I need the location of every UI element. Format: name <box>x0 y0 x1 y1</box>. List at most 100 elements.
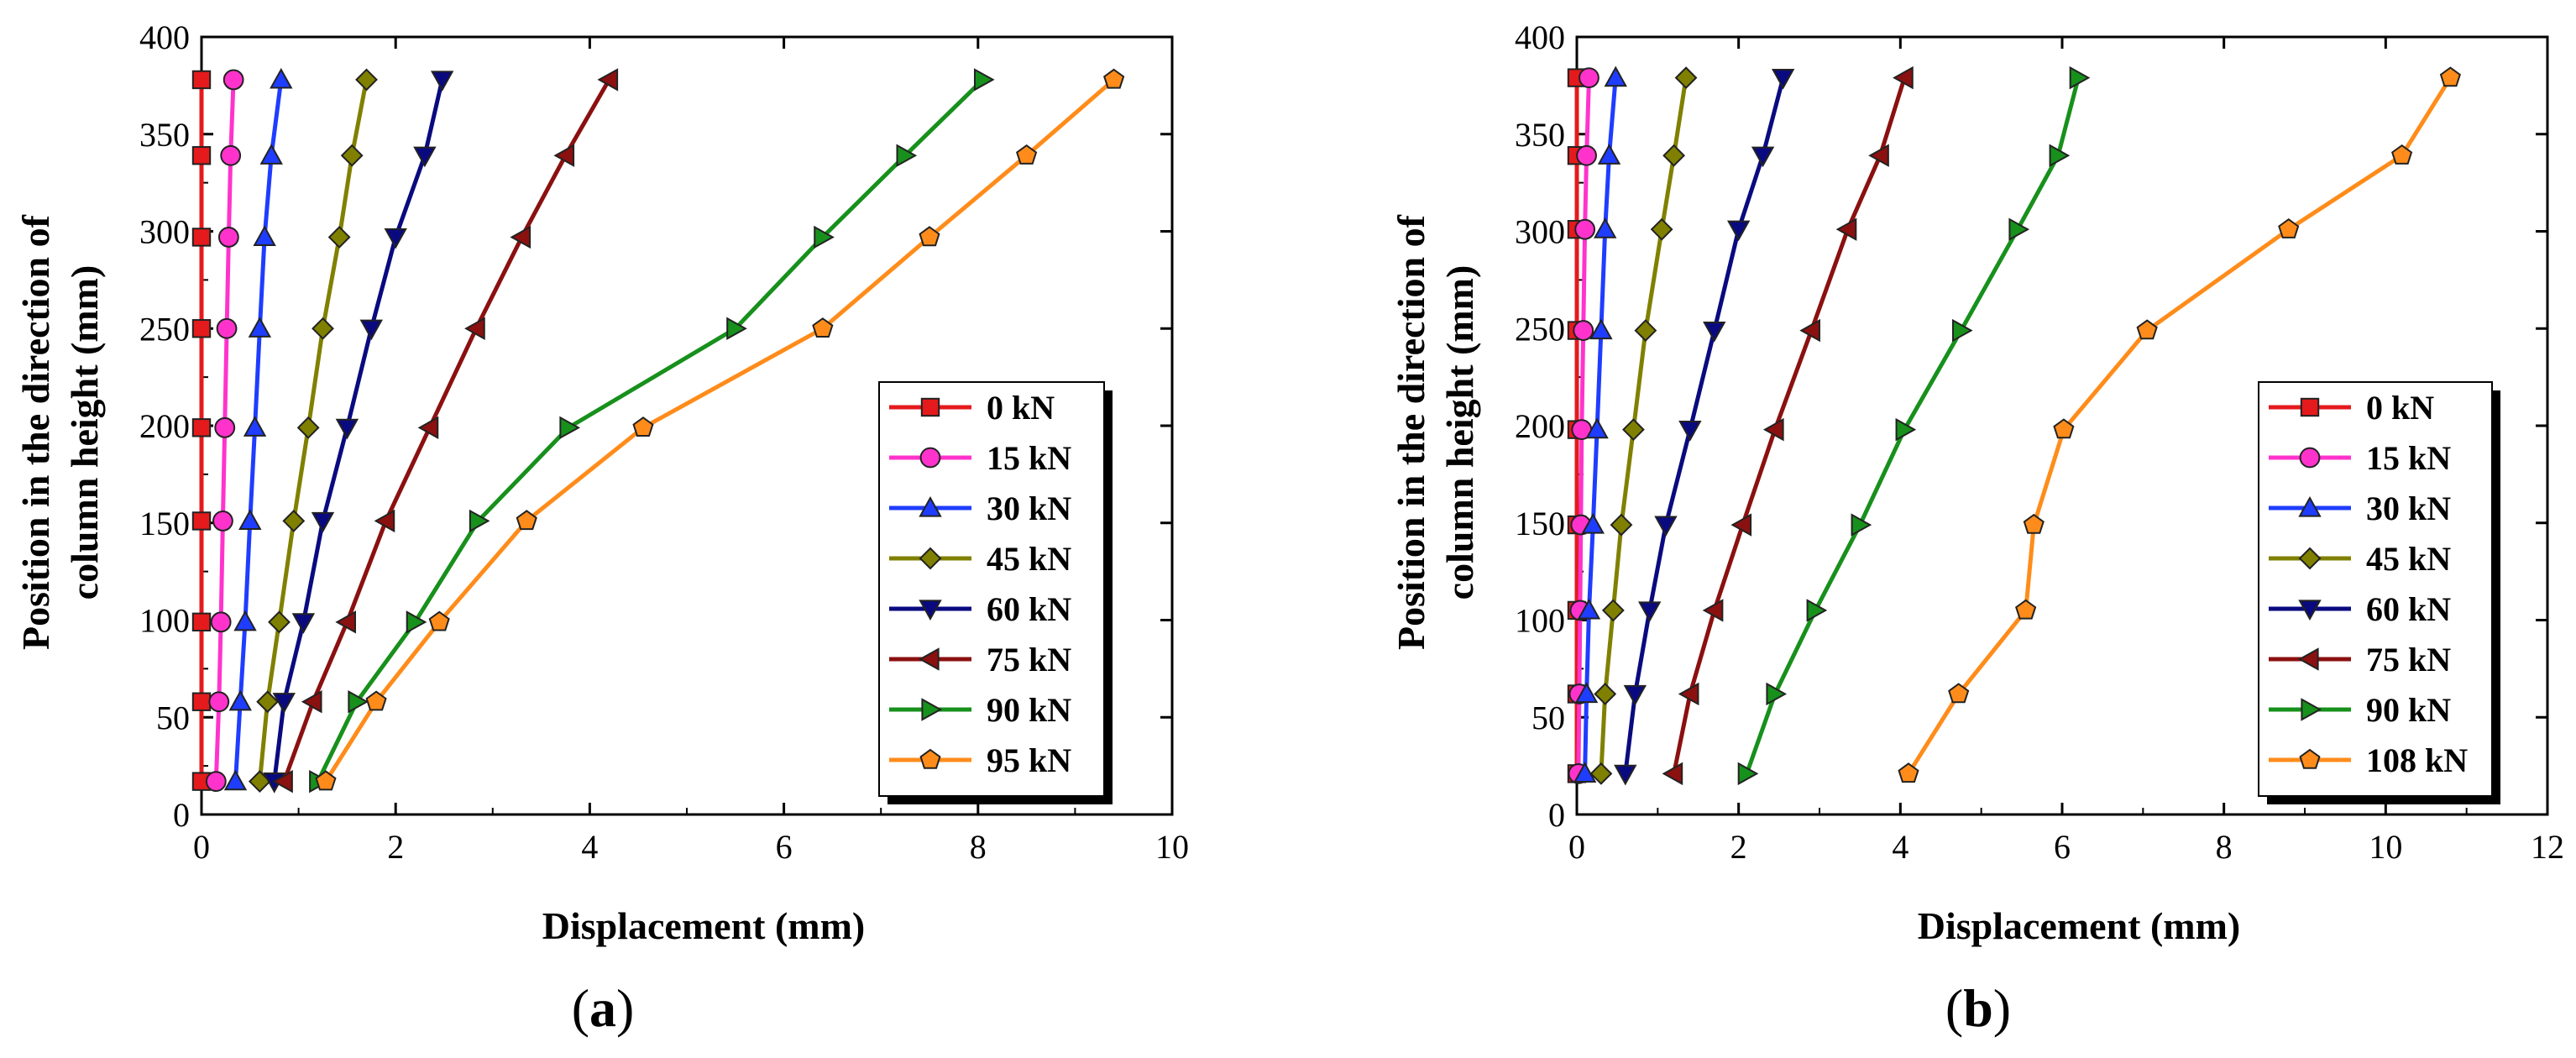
data-point-75kn <box>1762 417 1784 442</box>
data-point-45kn <box>1650 217 1673 241</box>
data-point-45kn <box>327 226 351 249</box>
data-point-75kn <box>1799 318 1820 343</box>
data-point-95kn <box>365 690 387 711</box>
x-tick-label: 8 <box>970 828 987 866</box>
y-tick-label: 200 <box>139 407 190 445</box>
data-point-60kn <box>413 146 437 168</box>
data-point-60kn <box>1623 684 1647 706</box>
y-tick-label: 0 <box>173 796 190 834</box>
data-point-75kn <box>1662 762 1683 786</box>
data-point-0kn <box>191 692 212 711</box>
data-point-60kn <box>1703 321 1726 343</box>
panel-label: (a) <box>572 978 635 1038</box>
legend-label-45kn: 45 kN <box>2366 540 2451 578</box>
legend-label-0kn: 0 kN <box>987 389 1055 427</box>
x-tick-label: 6 <box>2054 828 2071 866</box>
data-point-45kn <box>1674 66 1698 90</box>
y-tick-label: 350 <box>1515 116 1565 154</box>
data-point-45kn <box>312 317 334 340</box>
series-75kn <box>272 68 619 794</box>
data-point-30kn <box>223 769 248 791</box>
y-tick-label: 100 <box>139 602 190 640</box>
data-point-45kn <box>1601 599 1625 622</box>
chart-panel-b: 0 2 4 6 8 10 12 0 50 100 150 200 250 300 350 400 Displac… <box>1390 18 2564 1038</box>
data-point-0kn <box>191 511 212 531</box>
y-tick-label: 150 <box>139 505 190 542</box>
legend-box <box>2258 381 2493 797</box>
x-axis-label: Displacement (mm) <box>542 904 866 947</box>
data-point-75kn <box>374 509 395 533</box>
data-point-30kn <box>1589 318 1613 340</box>
data-point-90kn <box>1951 318 1973 343</box>
data-point-0kn <box>191 146 212 165</box>
data-point-30kn <box>270 67 293 89</box>
data-point-90kn <box>559 416 581 440</box>
legend-label-15kn: 15 kN <box>987 439 1071 477</box>
data-point-95kn <box>919 226 940 247</box>
series-95kn <box>315 68 1125 791</box>
data-point-75kn <box>1730 513 1752 537</box>
data-point-95kn <box>632 416 654 437</box>
series-line-60kn <box>272 79 445 782</box>
data-point-15kn <box>217 227 239 248</box>
y-axis-label-line1: Position in the direction of <box>1390 214 1432 650</box>
data-point-90kn <box>1851 513 1872 537</box>
data-point-60kn <box>1614 764 1637 786</box>
series-60kn <box>263 71 454 794</box>
data-point-90kn <box>814 225 835 249</box>
data-point-45kn <box>268 610 291 634</box>
data-point-60kn <box>335 418 359 440</box>
data-point-45kn <box>355 68 378 92</box>
data-point-15kn <box>212 511 233 532</box>
data-point-108kn <box>1948 683 1970 704</box>
data-point-15kn <box>210 611 232 633</box>
legend-label-0kn: 0 kN <box>2366 389 2434 427</box>
data-point-75kn <box>301 690 322 714</box>
data-point-60kn <box>430 71 454 92</box>
data-point-108kn <box>2278 217 2300 238</box>
data-point-75kn <box>464 317 485 340</box>
y-tick-label: 50 <box>156 699 190 736</box>
legend-marker-0kn <box>2300 397 2320 417</box>
y-tick-label: 350 <box>139 116 190 154</box>
series-30kn <box>223 67 293 791</box>
data-point-75kn <box>1702 599 1724 622</box>
data-point-95kn <box>1016 144 1038 165</box>
legend-label-30kn: 30 kN <box>2366 490 2451 527</box>
data-point-45kn <box>1662 144 1686 167</box>
data-point-90kn <box>2008 217 2030 241</box>
data-point-90kn <box>726 317 747 340</box>
series-line-60kn <box>1623 76 1786 774</box>
y-axis-label-line2: column height (mm) <box>63 265 106 600</box>
data-point-0kn <box>191 418 212 437</box>
y-tick-label: 300 <box>1515 213 1565 251</box>
legend-marker-30kn <box>919 495 942 517</box>
data-point-30kn <box>238 509 262 531</box>
y-tick-label: 250 <box>1515 310 1565 348</box>
data-point-30kn <box>1573 762 1597 783</box>
data-point-30kn <box>1577 598 1601 620</box>
data-point-90kn <box>2049 144 2071 167</box>
data-point-108kn <box>2391 144 2413 165</box>
data-point-45kn <box>1610 513 1633 537</box>
legend-marker-108kn <box>2299 748 2321 769</box>
data-point-0kn <box>191 70 212 90</box>
series-90kn <box>309 68 995 794</box>
data-point-60kn <box>1751 146 1775 168</box>
x-tick-label: 12 <box>2531 828 2564 866</box>
data-point-30kn <box>253 225 276 247</box>
y-tick-label: 400 <box>139 18 190 56</box>
data-point-90kn <box>896 144 918 167</box>
legend-marker-15kn <box>2299 447 2321 469</box>
data-point-95kn <box>1103 68 1125 89</box>
legend-label-90kn: 90 kN <box>987 691 1071 729</box>
data-point-15kn <box>208 691 230 713</box>
data-point-90kn <box>348 690 369 714</box>
y-tick-label: 300 <box>139 213 190 251</box>
data-point-60kn <box>1678 421 1702 442</box>
data-point-60kn <box>384 228 407 249</box>
legend-label-60kn: 60 kN <box>987 590 1071 628</box>
data-point-15kn <box>214 416 236 438</box>
data-point-30kn <box>248 317 272 338</box>
y-tick-label: 50 <box>1531 699 1565 736</box>
